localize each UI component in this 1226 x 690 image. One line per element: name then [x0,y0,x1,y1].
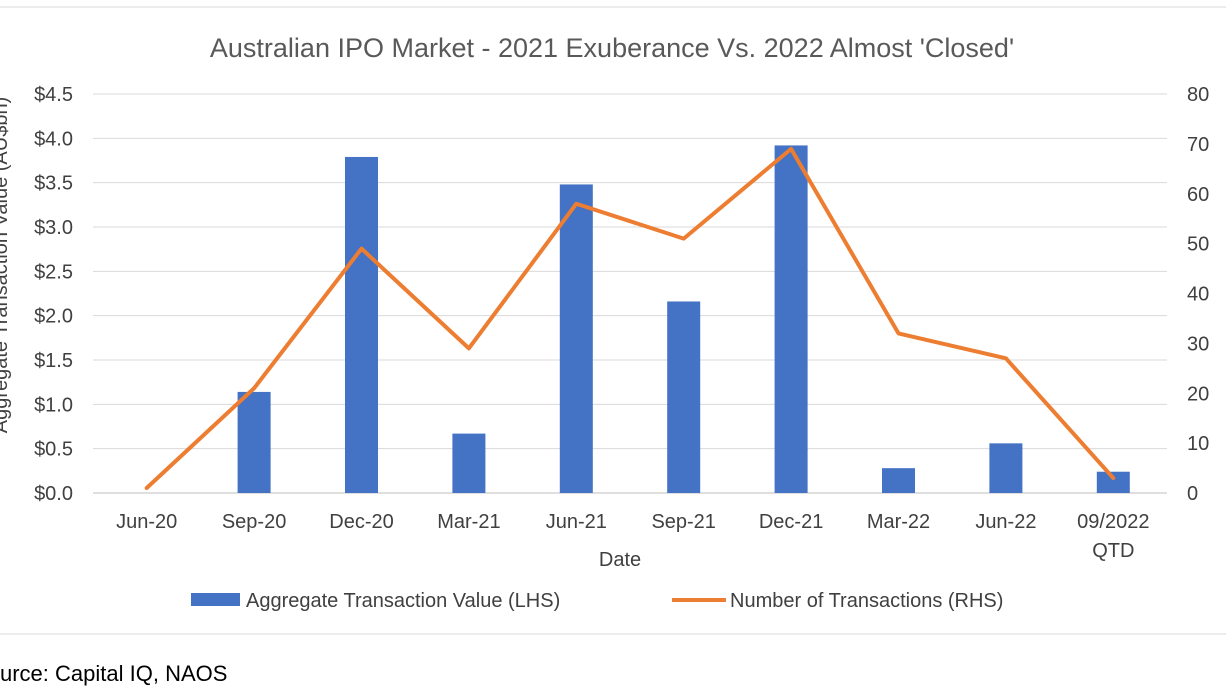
y-tick-label: $0.0 [34,483,73,505]
y-tick-label: $4.0 [34,128,73,150]
bar [559,184,593,493]
y-tick-label: $1.0 [34,394,73,416]
y2-tick-label: 10 [1187,433,1209,455]
x-tick-label: Jun-21 [546,511,607,533]
legend: Aggregate Transaction Value (LHS) Number… [191,590,1003,612]
x-tick-label: Jun-20 [116,511,177,533]
legend-swatch-bar [191,593,240,606]
y2-tick-label: 80 [1187,84,1209,106]
legend-label-bar: Aggregate Transaction Value (LHS) [246,590,560,612]
y2-tick-label: 60 [1187,184,1209,206]
bar [667,301,701,493]
bar [1096,471,1130,493]
y2-tick-label: 40 [1187,284,1209,306]
x-axis-title: Date [599,549,641,571]
bar [882,468,915,493]
y-tick-label: $2.5 [34,261,73,283]
y2-tick-label: 50 [1187,234,1209,256]
y-tick-label: $1.5 [34,350,73,372]
y2-tick-label: 70 [1187,134,1209,156]
chart-title: Australian IPO Market - 2021 Exuberance … [210,33,1014,63]
y-tick-label: $2.0 [34,306,73,328]
x-tick-label: Dec-21 [759,511,823,533]
x-axis-ticks: Jun-20 Sep-20 Dec-20 Mar-21 Jun-21 Sep-21 Dec-… [116,511,1149,562]
source-note: urce: Capital IQ, NAOS [0,661,227,686]
y2-tick-label: 30 [1187,333,1209,355]
legend-label-line: Number of Transactions (RHS) [730,590,1003,612]
line-series [144,146,1116,491]
x-tick-label: Sep-20 [222,511,287,533]
y-tick-label: $0.5 [34,439,73,461]
bar [774,145,808,493]
y2-tick-label: 0 [1187,483,1198,505]
bar [989,443,1023,493]
x-tick-label: 09/2022 [1077,511,1149,533]
x-tick-label: Jun-22 [975,511,1036,533]
y-tick-label: $4.5 [34,84,73,106]
y-tick-label: $3.5 [34,173,73,195]
x-tick-label: Sep-21 [651,511,716,533]
y-axis-title: Aggregate Transaction Value (AU$bn) [0,97,12,434]
left-axis-ticks: $0.0 $0.5 $1.0 $1.5 $2.0 $2.5 $3.0 $3.5 $4.0 $4.5 [34,84,73,505]
gridlines [93,93,1167,494]
right-axis-ticks: 0 10 20 30 40 50 60 70 80 [1187,84,1209,505]
bar [345,156,378,493]
x-tick-label: Mar-22 [867,511,930,533]
x-tick-label: QTD [1092,540,1134,562]
bar [237,391,271,493]
transactions-line [144,146,1116,491]
x-tick-label: Dec-20 [329,511,393,533]
bars [237,145,1130,493]
bar [452,433,486,493]
y2-tick-label: 20 [1187,383,1209,405]
x-tick-label: Mar-21 [437,511,500,533]
y-tick-label: $3.0 [34,217,73,239]
